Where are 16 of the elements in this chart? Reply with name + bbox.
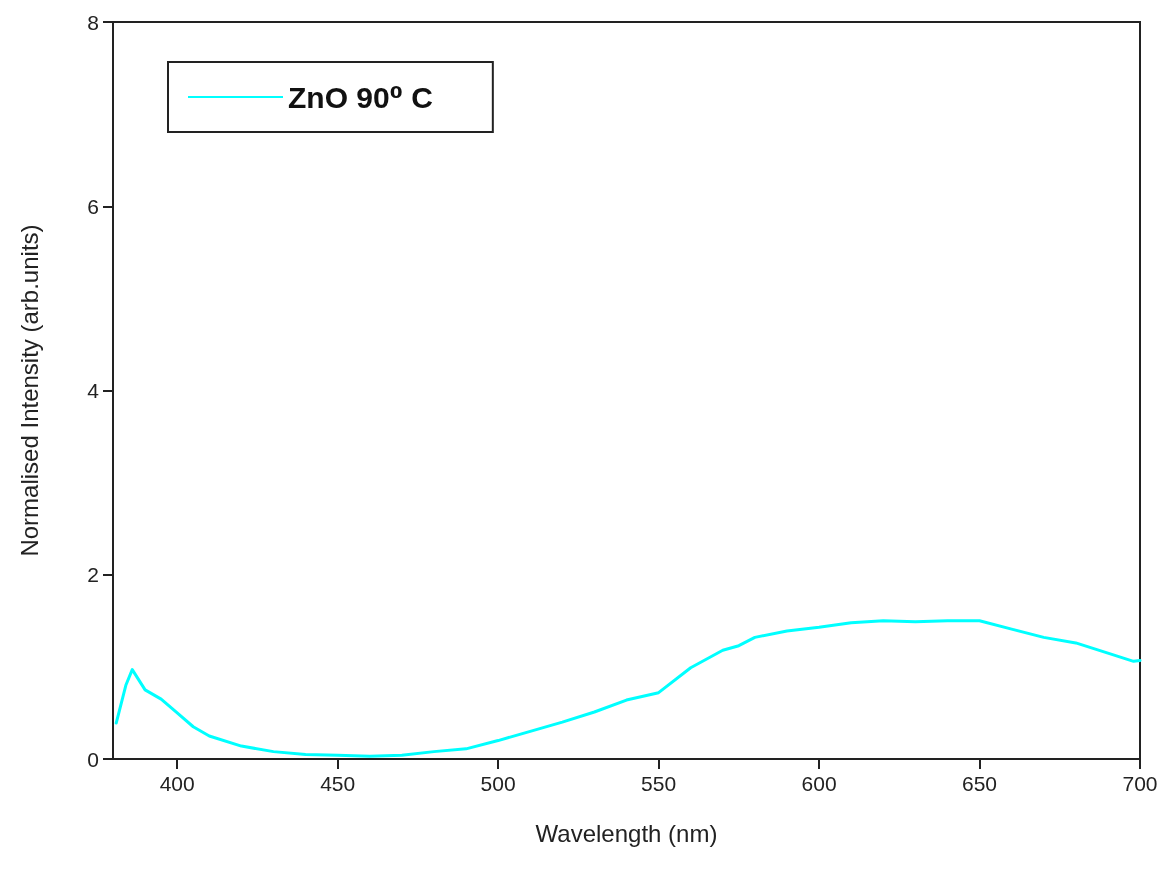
y-tick-label: 4 bbox=[87, 379, 100, 402]
x-tick-label: 700 bbox=[1122, 772, 1158, 795]
y-tick-label: 6 bbox=[87, 194, 99, 218]
y-tick-label: 0 bbox=[87, 747, 99, 771]
x-tick-label: 600 bbox=[801, 772, 837, 795]
x-tick-label: 500 bbox=[480, 772, 516, 795]
legend-label: ZnO 90⁰ C bbox=[288, 80, 433, 114]
x-tick-label: 650 bbox=[962, 772, 998, 795]
y-tick-label: 2 bbox=[87, 563, 99, 587]
x-tick-label: 450 bbox=[320, 772, 356, 795]
line-series bbox=[114, 619, 1142, 758]
x-tick-label: 400 bbox=[159, 772, 195, 795]
x-axis-title: Wavelength (nm) bbox=[535, 819, 718, 847]
y-axis-title: Normalised Intensity (arb.units) bbox=[15, 224, 43, 557]
x-tick-label: 550 bbox=[641, 772, 677, 795]
y-tick-label: 8 bbox=[87, 10, 99, 34]
